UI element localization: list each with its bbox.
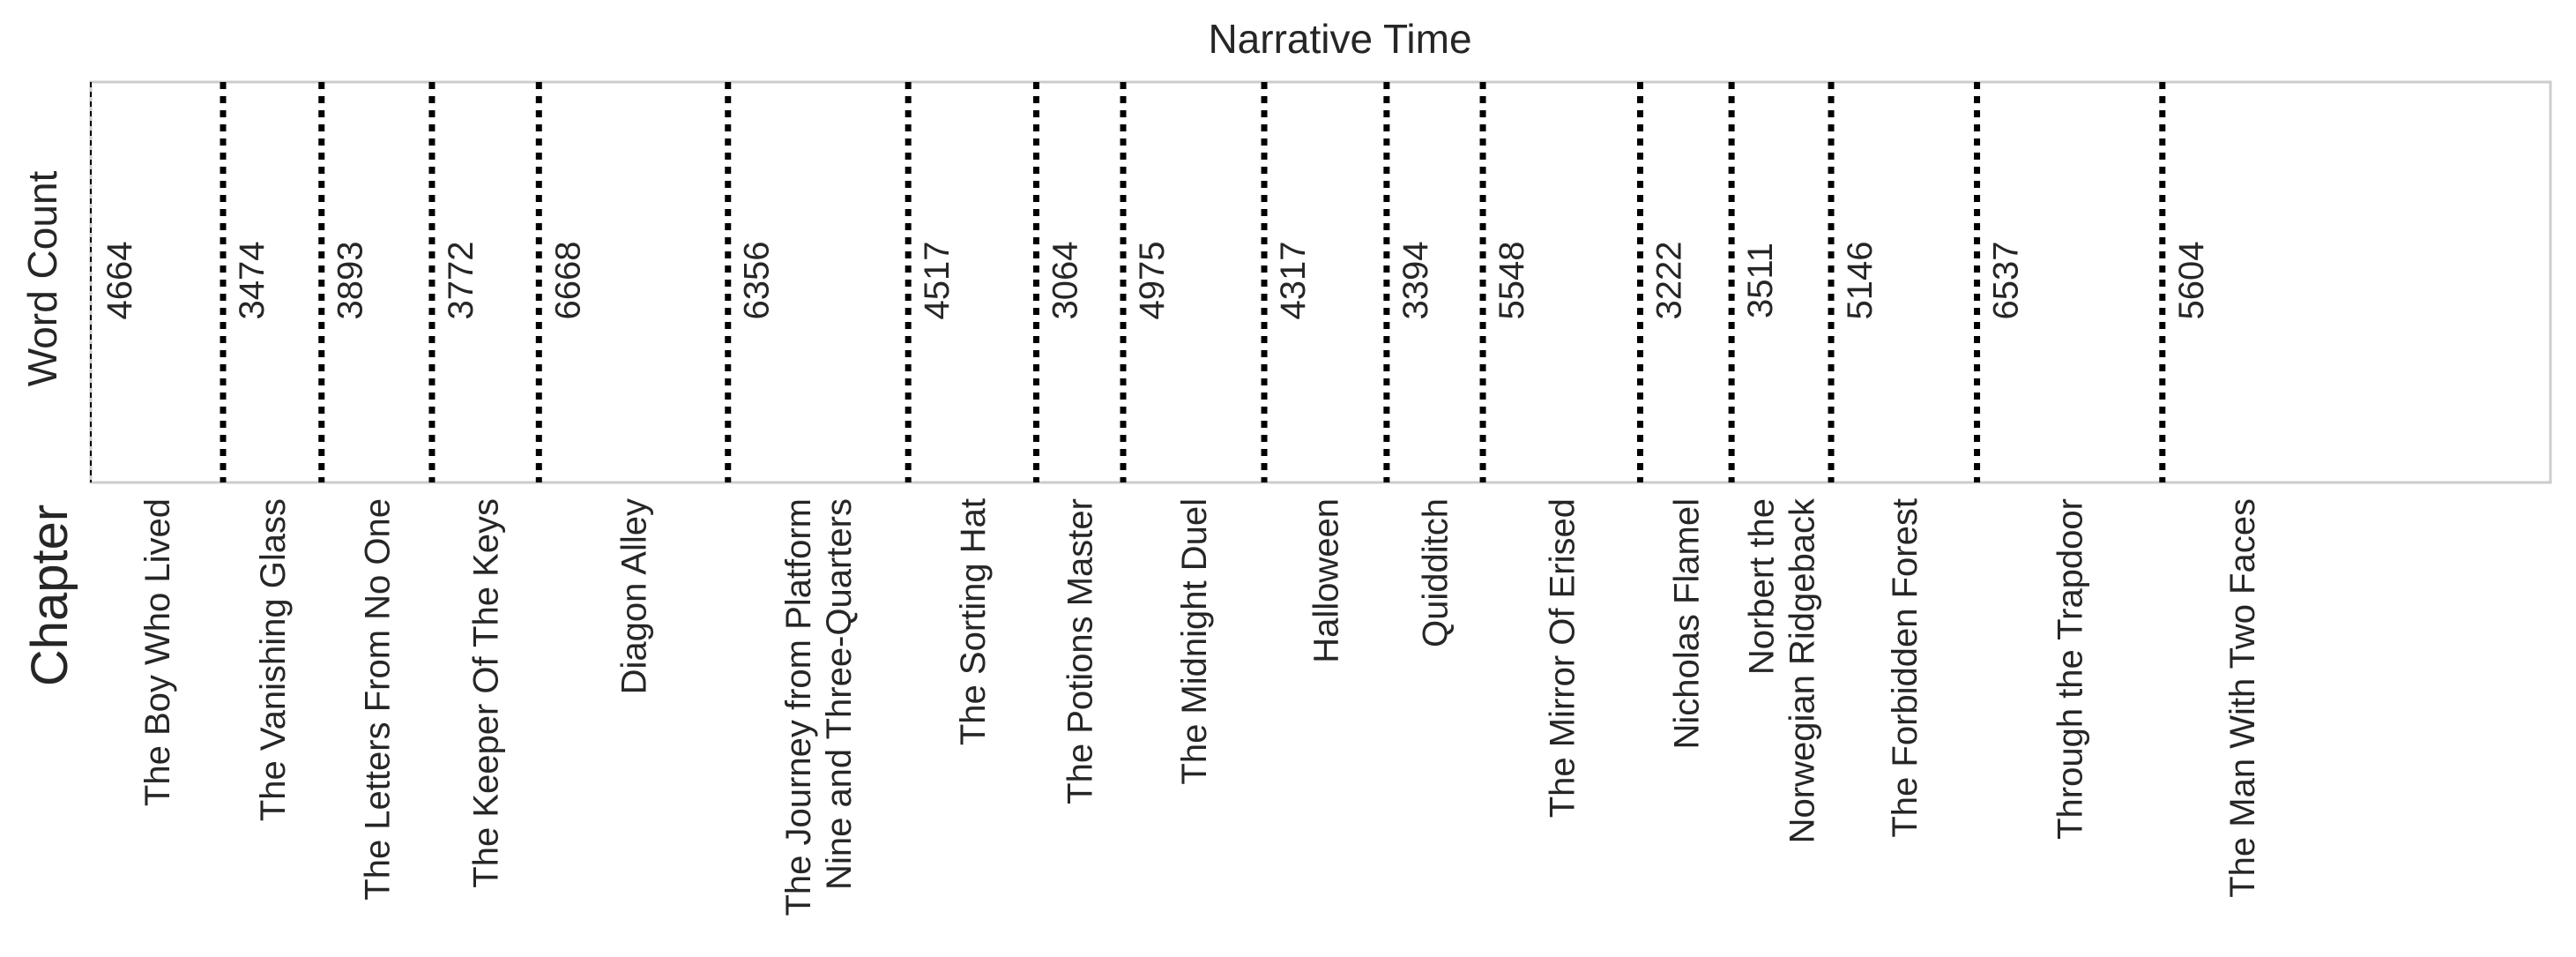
chart-title: Narrative Time — [1208, 16, 1471, 62]
chapter-tick-label: The Man With Two Faces — [2223, 498, 2262, 898]
chapter-tick-label: Through the Trapdoor — [2051, 498, 2090, 840]
value-label: 4517 — [918, 242, 957, 320]
chapter-tick-label: The Forbidden Forest — [1886, 498, 1925, 838]
value-label: 3511 — [1741, 243, 1780, 318]
chapter-tick-label: Quidditch — [1416, 498, 1455, 647]
value-label: 3394 — [1396, 242, 1435, 320]
value-label: 3474 — [233, 242, 272, 320]
chapter-tick-label: The Boy Who Lived — [138, 498, 177, 806]
value-label: 5548 — [1493, 242, 1531, 320]
chapter-tick-label: Diagon Alley — [615, 498, 654, 694]
chapter-marks: 4664 The Boy Who Lived 3474 The Vanishing G… — [90, 82, 2262, 916]
chapter-tick-label: Nicholas Flamel — [1667, 498, 1706, 750]
value-label: 4664 — [101, 242, 139, 320]
chapter-tick-label: The Vanishing Glass — [254, 498, 293, 821]
value-label: 3064 — [1046, 242, 1084, 320]
chapter-tick-label: Norbert theNorwegian Ridgeback — [1743, 497, 1822, 843]
value-label: 4317 — [1274, 242, 1313, 320]
y-axis-label: Word Count — [19, 170, 65, 386]
value-label: 3222 — [1649, 242, 1688, 320]
chapter-tick-label: The Mirror Of Erised — [1543, 498, 1582, 818]
value-label: 6668 — [548, 242, 587, 320]
chapter-tick-label: The Journey from PlatformNine and Three-… — [779, 498, 859, 916]
chapter-tick-label: The Keeper Of The Keys — [467, 498, 506, 888]
plot-frame — [89, 80, 2552, 484]
chapter-tick-label: The Potions Master — [1061, 498, 1100, 804]
chapter-tick-label: The Letters From No One — [358, 498, 397, 901]
value-label: 5604 — [2172, 242, 2211, 320]
chapter-tick-label: Halloween — [1307, 498, 1345, 663]
value-label: 3893 — [331, 242, 370, 320]
x-axis-label: Chapter — [21, 505, 78, 686]
chapter-tick-label: The Midnight Duel — [1175, 498, 1214, 785]
value-label: 3772 — [442, 242, 480, 320]
chapter-tick-label: The Sorting Hat — [954, 498, 993, 745]
value-label: 6356 — [738, 242, 777, 320]
value-label: 6537 — [1987, 242, 2026, 320]
value-label: 4975 — [1133, 242, 1172, 320]
value-label: 5146 — [1841, 242, 1880, 320]
